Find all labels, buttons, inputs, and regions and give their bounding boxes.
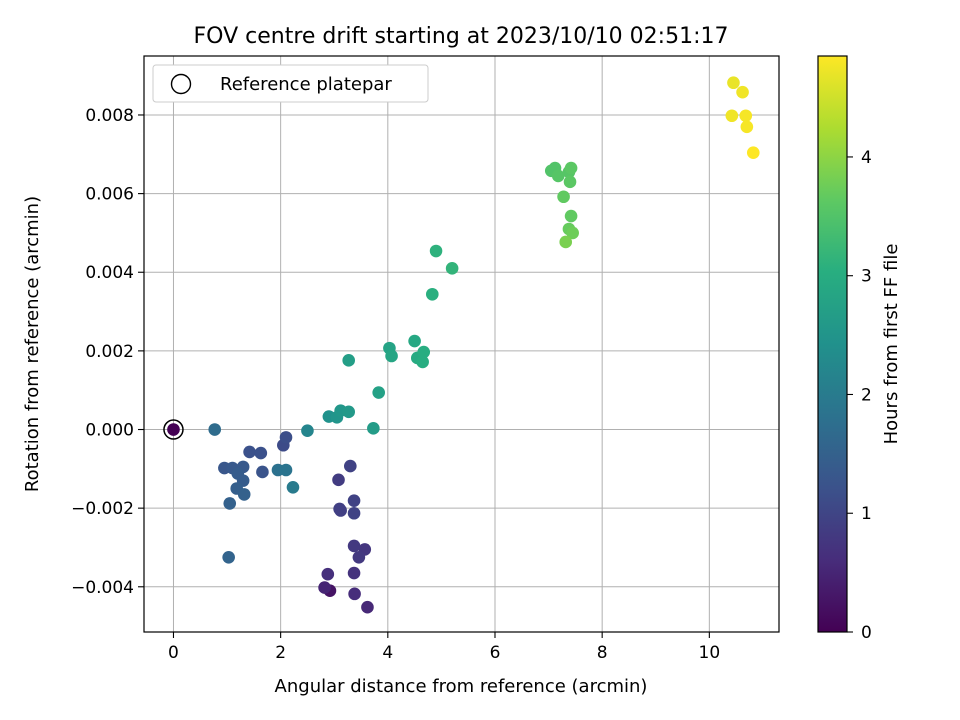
- data-point: [256, 465, 269, 479]
- x-tick-label: 6: [490, 643, 501, 663]
- legend-marker: [170, 73, 192, 95]
- y-axis-label: Rotation from reference (arcmin): [22, 196, 43, 492]
- data-point: [425, 287, 439, 301]
- colorbar: [817, 55, 848, 633]
- data-point: [334, 504, 347, 517]
- data-point: [167, 423, 180, 436]
- data-point: [254, 446, 268, 460]
- colorbar-tick-label: 4: [861, 148, 872, 168]
- legend-box: [152, 64, 429, 103]
- data-point: [347, 566, 361, 580]
- data-point: [352, 550, 366, 564]
- data-point: [286, 481, 300, 494]
- x-tick-label: 0: [168, 643, 179, 663]
- data-point: [563, 175, 577, 189]
- data-point: [725, 109, 739, 123]
- x-tick-label: 4: [382, 643, 393, 663]
- data-point: [564, 161, 578, 175]
- chart-title: FOV centre drift starting at 2023/10/10 …: [194, 24, 729, 49]
- data-point: [332, 473, 345, 487]
- data-point: [429, 244, 443, 258]
- data-point: [372, 386, 386, 399]
- y-tick-label: −0.002: [71, 499, 134, 519]
- colorbar-ticks: 0 1 2 3 4: [847, 148, 872, 643]
- grid-lines: [144, 56, 779, 632]
- data-point: [342, 354, 356, 367]
- data-point: [222, 550, 235, 564]
- data-point: [739, 109, 753, 123]
- data-point: [347, 494, 361, 507]
- reference-marker: [163, 419, 184, 440]
- y-tick-label: 0.008: [85, 106, 134, 126]
- colorbar-tick-label: 2: [861, 385, 872, 405]
- data-point: [344, 459, 357, 473]
- data-point: [445, 262, 459, 275]
- data-point: [408, 334, 421, 348]
- data-point: [347, 506, 361, 520]
- data-point: [559, 235, 573, 249]
- y-tick-label: 0.000: [85, 421, 134, 441]
- x-axis-label: Angular distance from reference (arcmin): [275, 676, 648, 697]
- data-point: [727, 76, 740, 90]
- legend: Reference platepar: [152, 64, 429, 103]
- plot-frame: [143, 55, 780, 633]
- data-point: [321, 567, 335, 581]
- data-point: [208, 423, 222, 436]
- data-point: [551, 169, 565, 183]
- data-point: [279, 463, 293, 477]
- data-point: [279, 431, 293, 444]
- x-axis: 0 2 4 6 8 10: [168, 632, 720, 663]
- y-tick-label: −0.004: [71, 578, 134, 598]
- data-point: [746, 146, 760, 160]
- data-point: [736, 85, 749, 99]
- data-point: [417, 345, 431, 359]
- colorbar-tick-label: 1: [861, 504, 872, 524]
- data-point: [223, 497, 237, 510]
- x-tick-label: 8: [597, 643, 608, 663]
- colorbar-tick-label: 0: [861, 623, 872, 643]
- x-tick-label: 2: [275, 643, 286, 663]
- data-point: [367, 422, 380, 435]
- data-point: [416, 355, 429, 369]
- data-point: [347, 539, 361, 553]
- data-point: [566, 226, 579, 240]
- data-point: [361, 600, 374, 614]
- data-point: [740, 120, 754, 134]
- y-tick-label: 0.004: [85, 263, 134, 283]
- data-point: [237, 488, 251, 501]
- data-point: [243, 445, 256, 459]
- legend-label: Reference platepar: [220, 74, 392, 95]
- data-point: [564, 209, 578, 223]
- data-points: [163, 76, 760, 614]
- data-point: [557, 190, 570, 204]
- x-tick-label: 10: [699, 643, 721, 663]
- data-point: [385, 349, 398, 363]
- colorbar-label: Hours from first FF file: [881, 244, 902, 445]
- y-axis: −0.004 −0.002 0.000 0.002 0.004 0.006 0.008: [71, 106, 144, 598]
- y-tick-label: 0.006: [85, 185, 134, 205]
- data-point: [301, 424, 314, 437]
- data-point: [348, 587, 361, 601]
- data-point: [318, 581, 331, 594]
- y-tick-label: 0.002: [85, 342, 134, 362]
- data-point: [342, 405, 356, 419]
- colorbar-tick-label: 3: [861, 267, 872, 287]
